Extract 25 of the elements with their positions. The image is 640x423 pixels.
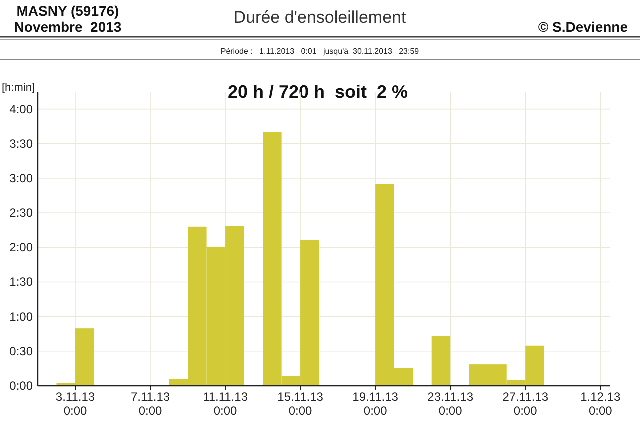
y-axis-title: [h:min] bbox=[2, 82, 36, 94]
x-tick-label: 1.12.13 0:00 bbox=[580, 390, 621, 418]
chart-title: Durée d'ensoleillement bbox=[234, 8, 406, 27]
text: © S.Devienne bbox=[538, 19, 628, 35]
y-tick-label: 1:00 bbox=[10, 310, 34, 324]
x-tick-label: 23.11.13 0:00 bbox=[428, 390, 474, 418]
x-tick-label: 7.11.13 0:00 bbox=[130, 390, 170, 418]
x-tick-label: 3.11.13 0:00 bbox=[56, 390, 96, 418]
x-tick-label: 15.11.13 0:00 bbox=[278, 390, 324, 418]
x-tick-label: 11.11.13 0:00 bbox=[203, 390, 248, 418]
text: MASNY (59176) bbox=[16, 3, 120, 19]
y-tick-label: 2:30 bbox=[10, 206, 34, 220]
chart-subtitle: Période : 1.11.2013 0:01 jusqu'à 30.11.2013 23:59 bbox=[220, 47, 420, 56]
y-tick-label: 3:30 bbox=[10, 136, 34, 151]
x-tick-label: 27.11.13 0:00 bbox=[502, 390, 549, 418]
y-tick-label: 0:00 bbox=[10, 379, 34, 393]
bar bbox=[432, 336, 451, 386]
text: Novembre 2013 bbox=[14, 19, 122, 35]
y-tick-label: 2:00 bbox=[10, 240, 34, 255]
annotation: 20 h / 720 h soit 2 % bbox=[228, 82, 408, 102]
y-tick-label: 0:30 bbox=[10, 344, 34, 358]
y-tick-label: 3:00 bbox=[10, 171, 34, 186]
y-tick-label: 1:30 bbox=[10, 275, 34, 290]
x-tick-label: 19.11.13 0:00 bbox=[352, 390, 399, 418]
y-tick-label: 4:00 bbox=[10, 102, 34, 116]
